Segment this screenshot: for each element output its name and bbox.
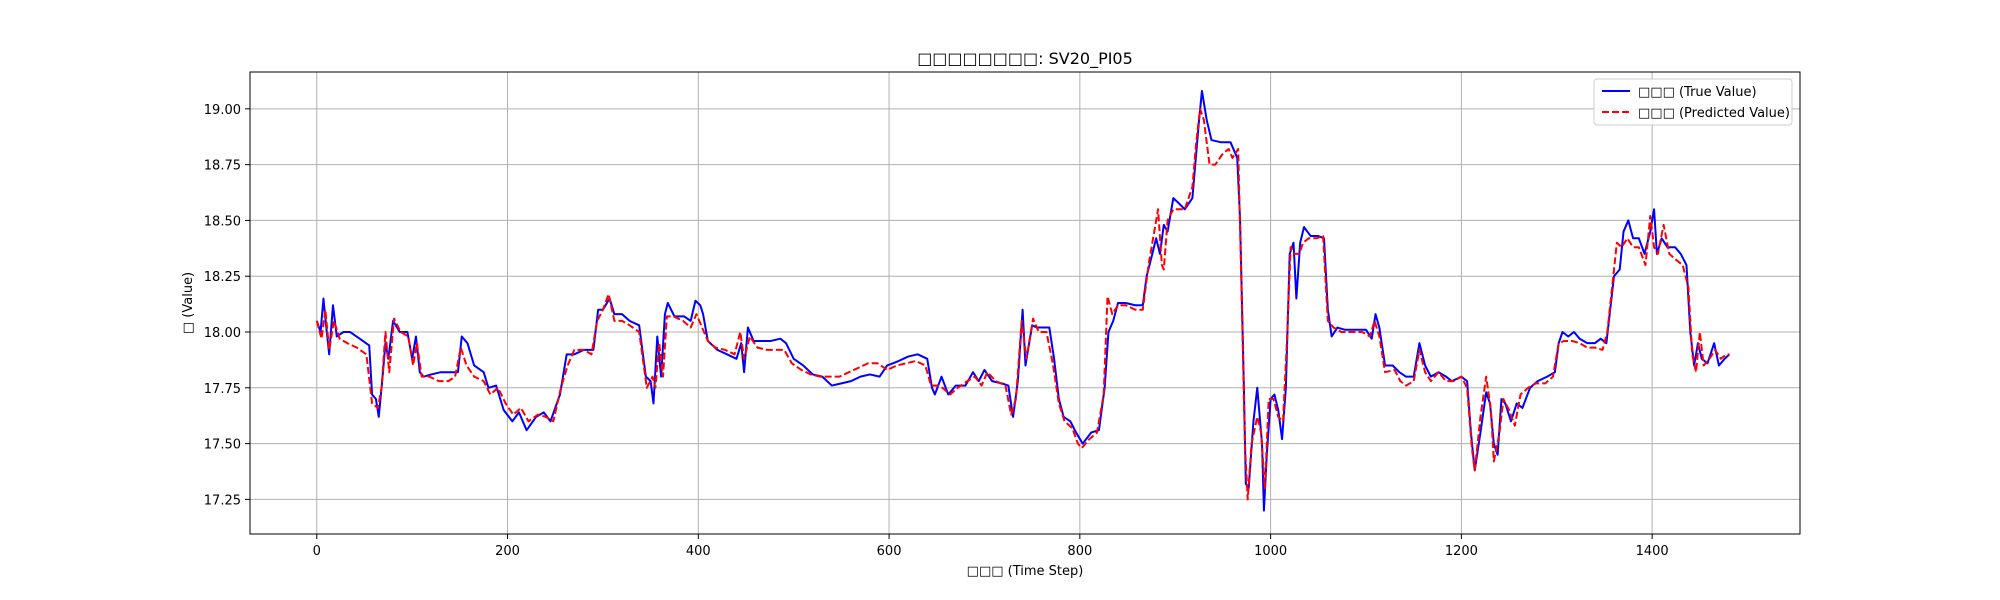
legend-box xyxy=(1593,78,1793,126)
series-layer xyxy=(315,89,1731,512)
predicted-value-line xyxy=(315,107,1730,501)
legend-label-predicted: □□□ (Predicted Value) xyxy=(1638,106,1790,121)
x-tick-label: 200 xyxy=(495,544,520,559)
y-tick-label: 18.25 xyxy=(204,270,241,285)
legend-label-true: □□□ (True Value) xyxy=(1638,85,1757,100)
x-tick-label: 0 xyxy=(313,544,321,559)
y-tick-label: 19.00 xyxy=(204,103,241,118)
y-tick-label: 18.50 xyxy=(204,214,241,229)
x-tick-label: 400 xyxy=(686,544,711,559)
chart-title: □□□□□□□□: SV20_PI05 xyxy=(917,49,1133,69)
y-axis-label: □ (Value) xyxy=(181,272,196,334)
y-tick-label: 17.75 xyxy=(204,382,241,397)
y-tick-label: 17.50 xyxy=(204,438,241,453)
legend: □□□ (True Value) □□□ (Predicted Value) xyxy=(1593,78,1793,126)
y-tick-label: 17.25 xyxy=(204,493,241,508)
axis-layer: 0 200 400 600 800 1000 1200 1400 17.25 17.50 17.75… xyxy=(204,103,1669,559)
true-value-line xyxy=(315,89,1731,512)
x-tick-label: 800 xyxy=(1067,544,1092,559)
x-tick-label: 1000 xyxy=(1254,544,1287,559)
y-tick-label: 18.00 xyxy=(204,326,241,341)
x-axis-label: □□□ (Time Step) xyxy=(967,564,1084,579)
grid-layer xyxy=(250,72,1800,534)
x-tick-label: 600 xyxy=(877,544,902,559)
x-tick-label: 1400 xyxy=(1636,544,1669,559)
plot-frame xyxy=(249,71,1801,535)
y-tick-label: 18.75 xyxy=(204,159,241,174)
x-tick-label: 1200 xyxy=(1445,544,1478,559)
